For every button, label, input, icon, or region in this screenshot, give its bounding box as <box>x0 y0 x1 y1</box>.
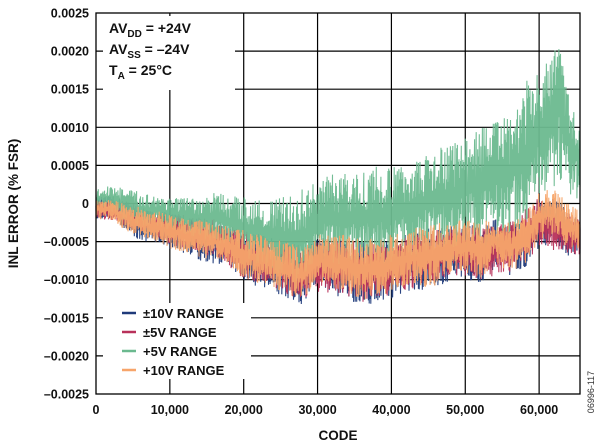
y-tick-labels: 0.0025 0.0020 0.0015 0.0010 0.0005 0 –0.0005 –0… <box>44 7 89 402</box>
plot-frame <box>95 12 581 395</box>
y-tick-label: –0.0020 <box>44 349 89 363</box>
y-tick-label: –0.0005 <box>44 235 89 249</box>
x-tick-label: 20,000 <box>225 403 263 417</box>
series-line-2 <box>95 49 581 281</box>
legend-label-1: ±5V RANGE <box>143 325 217 340</box>
y-tick-label: 0.0025 <box>51 7 89 21</box>
y-tick-label: 0.0010 <box>51 121 89 135</box>
figure-id: 06996-117 <box>586 371 596 413</box>
condition-line: TA = 25°C <box>109 62 172 82</box>
y-tick-label: 0.0020 <box>51 45 89 59</box>
y-tick-label: –0.0025 <box>44 388 89 402</box>
x-axis-title: CODE <box>318 428 357 443</box>
annotation-background <box>103 16 235 90</box>
y-tick-label: 0 <box>82 197 89 211</box>
x-tick-labels: 0 10,000 20,000 30,000 40,000 50,000 60,000 <box>93 403 559 417</box>
legend-background <box>103 303 251 379</box>
legend-label-0: ±10V RANGE <box>143 306 224 321</box>
x-tick-label: 30,000 <box>298 403 336 417</box>
x-tick-label: 60,000 <box>520 403 558 417</box>
x-tick-label: 10,000 <box>151 403 189 417</box>
x-tick-label: 50,000 <box>446 403 484 417</box>
y-axis-title: INL ERROR (% FSR) <box>6 139 21 269</box>
data-series <box>95 49 581 305</box>
y-tick-label: 0.0015 <box>51 83 89 97</box>
legend-label-3: +10V RANGE <box>143 363 225 378</box>
legend-label-2: +5V RANGE <box>143 344 217 359</box>
y-tick-label: 0.0005 <box>51 159 89 173</box>
condition-line: AVDD = +24V <box>109 20 192 40</box>
x-tick-label: 0 <box>93 403 100 417</box>
condition-line: AVSS = –24V <box>109 41 190 61</box>
series-line-3 <box>95 190 581 300</box>
y-tick-label: –0.0010 <box>44 273 89 287</box>
legend: ±10V RANGE ±5V RANGE +5V RANGE +10V RANGE <box>103 303 251 379</box>
x-tick-label: 40,000 <box>372 403 410 417</box>
y-tick-label: –0.0015 <box>44 311 89 325</box>
